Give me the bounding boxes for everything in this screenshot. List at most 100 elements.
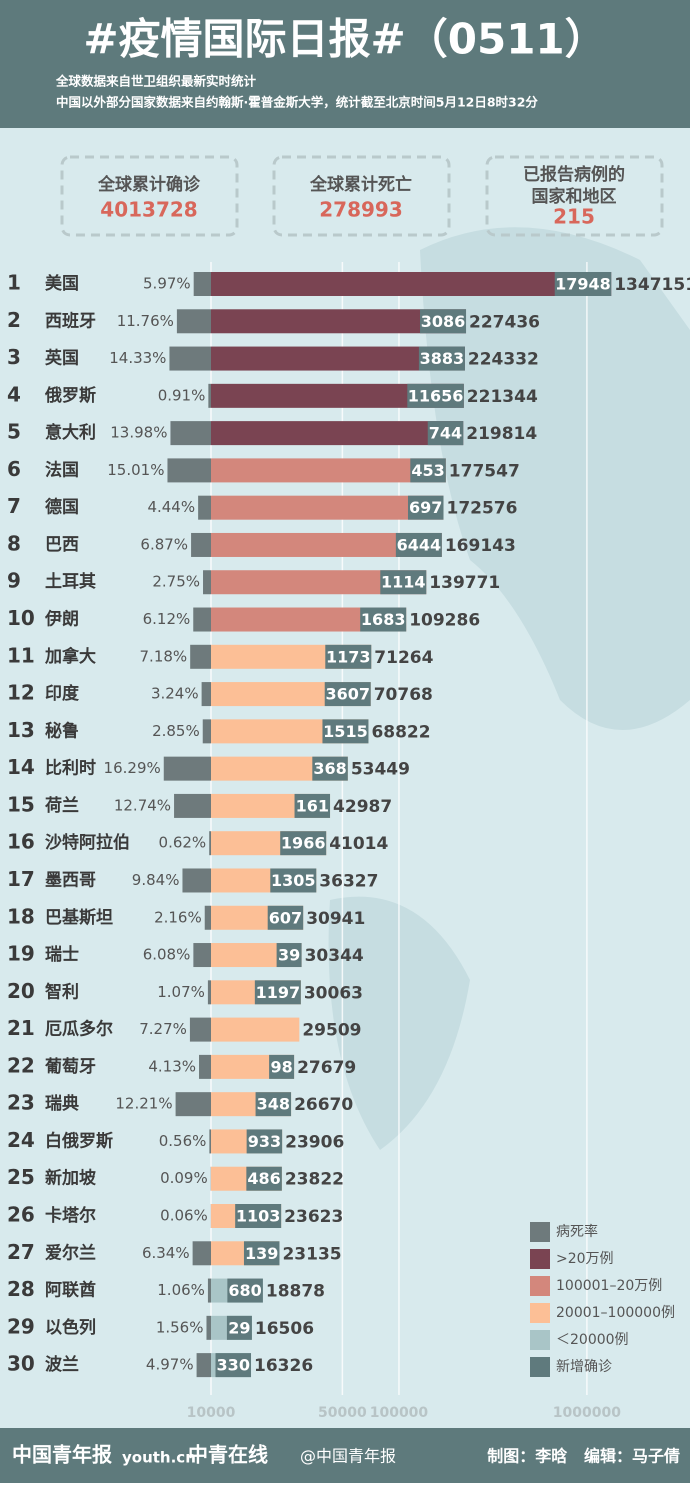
country: 英国 (45, 348, 79, 369)
death-rate-bar (169, 347, 211, 371)
death-rate-bar (194, 272, 211, 296)
death-rate-bar (197, 1353, 211, 1377)
total-label: 30941 (306, 909, 365, 929)
total-label: 30063 (304, 983, 363, 1003)
country: 波兰 (45, 1354, 79, 1375)
total-label: 16506 (255, 1319, 314, 1339)
rank: 18 (7, 904, 35, 928)
stat-label: 全球累计死亡 (309, 174, 412, 195)
death-rate-label: 11.76% (117, 312, 174, 330)
rank: 3 (7, 345, 21, 369)
title: #疫情国际日报#（0511） (83, 15, 606, 64)
death-rate-bar (177, 309, 211, 333)
x-tick-label: 50000 (318, 1405, 367, 1421)
rank: 20 (7, 979, 35, 1003)
country: 法国 (45, 459, 79, 480)
country: 比利时 (45, 758, 96, 779)
new-case-label: 3607 (325, 685, 370, 704)
country: 爱尔兰 (45, 1242, 96, 1263)
credits: 制图：李晗 编辑：马子倩 (487, 1447, 680, 1466)
total-label: 18878 (266, 1282, 325, 1302)
death-rate-bar (170, 421, 211, 445)
country: 德国 (45, 497, 79, 518)
rank: 23 (7, 1091, 35, 1115)
total-label: 219814 (466, 424, 537, 444)
new-case-label: 697 (409, 498, 442, 517)
death-rate-bar (209, 1129, 211, 1153)
stat-value: 215 (553, 205, 595, 229)
new-case-label: 453 (411, 461, 444, 480)
death-rate-label: 13.98% (110, 424, 167, 442)
death-rate-label: 12.21% (115, 1095, 172, 1113)
total-label: 36327 (319, 871, 378, 891)
country: 新加坡 (45, 1168, 96, 1189)
rank: 1 (7, 271, 21, 295)
death-rate-bar (164, 757, 211, 781)
rank: 6 (7, 457, 21, 481)
country: 瑞典 (45, 1093, 79, 1114)
country: 加拿大 (44, 646, 96, 667)
new-case-label: 6444 (397, 535, 442, 554)
new-case-label: 1966 (281, 834, 326, 853)
death-rate-label: 1.07% (157, 983, 205, 1001)
death-rate-bar (193, 1241, 211, 1265)
x-tick-label: 1000000 (553, 1405, 621, 1421)
subtitle: 全球数据来自世卫组织最新实时统计 (55, 74, 257, 89)
country: 厄瓜多尔 (45, 1019, 113, 1040)
total-label: 23906 (285, 1132, 344, 1152)
country: 巴西 (45, 535, 79, 555)
total-label: 23822 (285, 1170, 344, 1190)
total-label: 16326 (254, 1356, 313, 1376)
death-rate-label: 1.56% (156, 1318, 204, 1336)
new-case-label: 1515 (323, 722, 368, 741)
legend-label: 100001–20万例 (556, 1278, 662, 1294)
country: 俄罗斯 (44, 385, 96, 406)
total-label: 23135 (282, 1244, 341, 1264)
death-rate-label: 0.62% (159, 834, 207, 852)
legend-label: 20001–100000例 (556, 1305, 675, 1321)
death-rate-bar (205, 906, 211, 930)
total-label: 27679 (297, 1058, 356, 1078)
death-rate-bar (174, 794, 211, 818)
rank: 30 (7, 1352, 35, 1376)
rank: 12 (7, 681, 35, 705)
country: 以色列 (45, 1317, 96, 1338)
death-rate-label: 6.12% (143, 610, 191, 628)
death-rate-label: 0.09% (160, 1169, 208, 1187)
death-rate-label: 2.16% (154, 908, 202, 926)
death-rate-bar (182, 868, 211, 892)
new-case-label: 29 (228, 1318, 250, 1337)
legend-swatch (530, 1276, 550, 1296)
total-label: 71264 (374, 648, 433, 668)
x-tick-label: 10000 (187, 1405, 236, 1421)
stat-label: 全球累计确诊 (97, 174, 201, 195)
rank: 10 (7, 606, 35, 630)
rank: 15 (7, 792, 35, 816)
country: 沙特阿拉伯 (45, 832, 130, 853)
new-case-label: 98 (270, 1057, 292, 1076)
new-case-label: 1103 (236, 1207, 281, 1226)
new-case-label: 161 (296, 796, 329, 815)
rank: 14 (7, 755, 35, 779)
x-tick-label: 100000 (370, 1405, 429, 1421)
death-rate-label: 14.33% (109, 349, 166, 367)
new-case-label: 17948 (555, 275, 611, 294)
country: 巴基斯坦 (45, 907, 113, 928)
death-rate-label: 6.08% (143, 946, 191, 964)
total-label: 53449 (351, 760, 410, 780)
death-rate-label: 6.87% (140, 535, 188, 553)
death-rate-label: 5.97% (143, 275, 191, 293)
death-rate-bar (209, 831, 211, 855)
rank: 11 (7, 643, 35, 667)
stat-value: 4013728 (100, 198, 197, 222)
rank: 26 (7, 1203, 35, 1227)
country: 葡萄牙 (44, 1056, 96, 1077)
total-label: 177547 (449, 461, 520, 481)
rank: 9 (7, 569, 21, 593)
country: 墨西哥 (45, 870, 96, 890)
country: 阿联酋 (45, 1280, 96, 1301)
rank: 19 (7, 942, 35, 966)
death-rate-bar (202, 682, 211, 706)
new-case-label: 348 (257, 1095, 290, 1114)
country: 卡塔尔 (45, 1205, 96, 1226)
